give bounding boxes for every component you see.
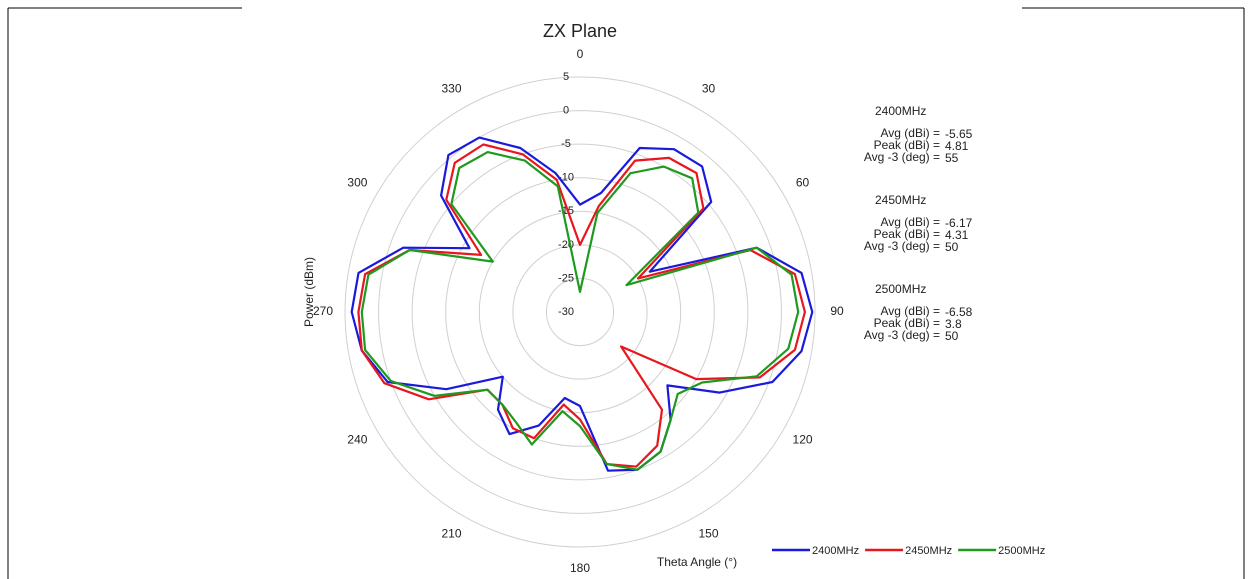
annotation-label: Avg -3 (deg) = — [864, 150, 940, 164]
theta-tick-label: 330 — [441, 82, 461, 96]
r-tick-label: 0 — [563, 104, 569, 116]
grid-ring — [378, 110, 782, 514]
theta-tick-label: 300 — [347, 176, 367, 190]
grid-ring — [512, 244, 648, 380]
chart-title: ZX Plane — [543, 21, 617, 41]
annotation-label: Peak (dBi) = — [874, 227, 940, 241]
annotation-heading: 2450MHz — [875, 193, 926, 207]
annotation-label: Peak (dBi) = — [874, 138, 940, 152]
annotation-value: 3.8 — [945, 317, 962, 331]
grid-ring — [411, 143, 749, 481]
annotation-label: Avg (dBi) = — [881, 215, 940, 229]
annotation-value: 4.81 — [945, 139, 969, 153]
theta-tick-label: 150 — [698, 527, 718, 541]
theta-tick-label: 60 — [796, 176, 810, 190]
theta-tick-label: 270 — [313, 304, 333, 318]
annotation-label: Avg (dBi) = — [881, 126, 940, 140]
annotation-value: -6.58 — [945, 305, 973, 319]
legend-label: 2400MHz — [812, 545, 859, 557]
theta-tick-label: 0 — [577, 47, 584, 61]
theta-tick-label: 240 — [347, 433, 367, 447]
grid-ring — [478, 210, 682, 414]
grid-ring — [545, 277, 615, 347]
annotation-label: Peak (dBi) = — [874, 316, 940, 330]
annotation-value: 4.31 — [945, 228, 969, 242]
series-line — [357, 143, 806, 468]
annotation-value: -5.65 — [945, 127, 973, 141]
theta-tick-label: 90 — [830, 304, 844, 318]
r-tick-label: -30 — [558, 306, 574, 318]
annotation-label: Avg -3 (deg) = — [864, 239, 940, 253]
series-line — [350, 136, 814, 472]
r-tick-label: 5 — [563, 71, 569, 83]
annotation-value: -6.17 — [945, 216, 973, 230]
legend-label: 2500MHz — [998, 545, 1045, 557]
theta-tick-label: 120 — [793, 433, 813, 447]
y-axis-title: Power (dBm) — [302, 257, 316, 327]
r-tick-label: -10 — [558, 172, 574, 184]
annotation-value: 55 — [945, 151, 959, 165]
theta-tick-label: 180 — [570, 561, 590, 575]
annotation-heading: 2400MHz — [875, 104, 926, 118]
annotation-label: Avg -3 (deg) = — [864, 328, 940, 342]
annotation-value: 50 — [945, 329, 959, 343]
r-tick-label: -5 — [561, 138, 571, 150]
x-axis-title: Theta Angle (°) — [657, 555, 737, 569]
grid-ring — [445, 177, 715, 447]
r-tick-label: -25 — [558, 272, 574, 284]
theta-tick-label: 210 — [441, 527, 461, 541]
series-line — [360, 151, 800, 471]
annotation-label: Avg (dBi) = — [881, 304, 940, 318]
grid-ring — [344, 76, 816, 548]
annotation-heading: 2500MHz — [875, 282, 926, 296]
annotation-value: 50 — [945, 240, 959, 254]
theta-tick-label: 30 — [702, 82, 716, 96]
legend-label: 2450MHz — [905, 545, 952, 557]
